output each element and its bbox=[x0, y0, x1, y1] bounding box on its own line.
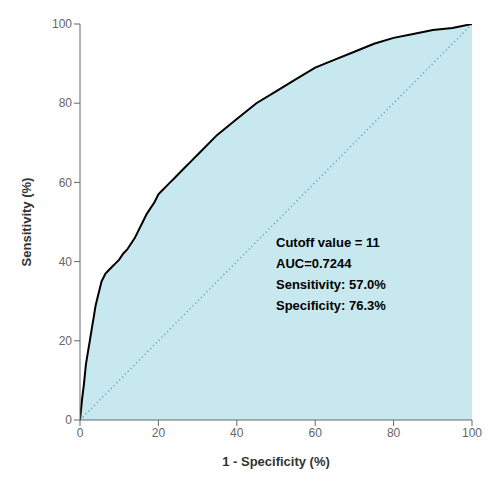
svg-text:100: 100 bbox=[52, 17, 72, 31]
svg-text:60: 60 bbox=[309, 426, 323, 440]
svg-text:80: 80 bbox=[59, 96, 73, 110]
svg-text:60: 60 bbox=[59, 176, 73, 190]
svg-text:0: 0 bbox=[65, 413, 72, 427]
svg-text:40: 40 bbox=[59, 255, 73, 269]
svg-text:Sensitivity (%): Sensitivity (%) bbox=[19, 178, 34, 267]
svg-text:0: 0 bbox=[77, 426, 84, 440]
svg-text:80: 80 bbox=[387, 426, 401, 440]
svg-text:1 - Specificity (%): 1 - Specificity (%) bbox=[222, 454, 330, 469]
svg-text:20: 20 bbox=[152, 426, 166, 440]
svg-text:100: 100 bbox=[462, 426, 482, 440]
svg-text:20: 20 bbox=[59, 334, 73, 348]
svg-text:Cutoff value = 11AUC=0.7244Sen: Cutoff value = 11AUC=0.7244Sensitivity: … bbox=[276, 235, 386, 313]
svg-text:40: 40 bbox=[230, 426, 244, 440]
